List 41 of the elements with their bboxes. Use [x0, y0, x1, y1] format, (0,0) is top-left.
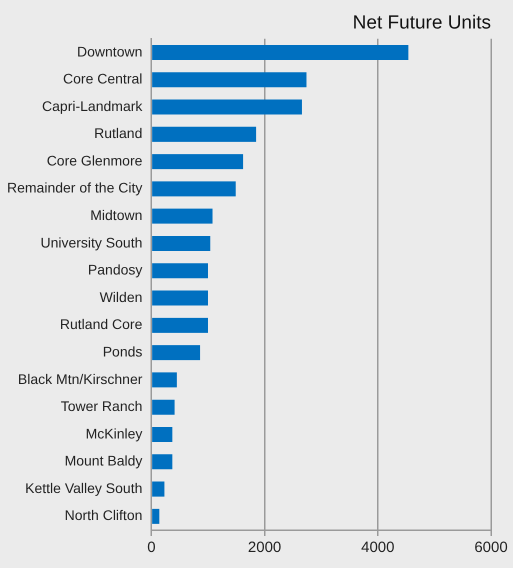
- x-tick-label: 2000: [248, 539, 282, 556]
- y-tick-label: North Clifton: [64, 507, 142, 524]
- x-tick-label: 6000: [474, 539, 508, 556]
- x-tick-label: 4000: [361, 539, 394, 556]
- y-tick-label: Black Mtn/Kirschner: [18, 370, 143, 387]
- y-tick-label: Pandosy: [88, 262, 142, 278]
- bar: [152, 290, 208, 306]
- bar: [152, 318, 208, 333]
- y-tick-label: Core Glenmore: [46, 152, 143, 168]
- bar: [152, 181, 236, 196]
- y-tick-label: Rutland Core: [60, 316, 143, 332]
- bar: [152, 454, 172, 470]
- x-tick-label: 0: [147, 539, 156, 556]
- y-tick-label: Downtown: [77, 43, 142, 60]
- y-tick-label: Kettle Valley South: [25, 480, 142, 496]
- bar: [152, 72, 306, 88]
- bar: [152, 372, 177, 388]
- chart-title: Net Future Units: [352, 12, 491, 34]
- bar: [152, 126, 256, 142]
- y-tick-label: Capri-Landmark: [42, 98, 144, 114]
- y-tick-label: Ponds: [102, 343, 142, 360]
- bar: [152, 236, 210, 251]
- y-tick-label: Remainder of the City: [6, 180, 142, 196]
- y-tick-label: McKinley: [86, 425, 142, 442]
- bar: [152, 44, 408, 60]
- y-tick-label: Core Central: [63, 70, 142, 87]
- y-tick-label: University South: [40, 234, 142, 250]
- y-tick-label: Rutland: [94, 125, 142, 142]
- y-tick-label: Midtown: [90, 207, 142, 224]
- y-tick-label: Tower Ranch: [60, 398, 142, 414]
- y-tick-label: Mount Baldy: [64, 452, 142, 469]
- bar: [152, 208, 213, 224]
- bar: [152, 482, 164, 497]
- bar: [152, 154, 244, 170]
- bar: [152, 263, 208, 278]
- bar: [152, 426, 172, 442]
- bar: [152, 508, 160, 524]
- bar: [152, 400, 175, 415]
- bar: [152, 345, 200, 360]
- bar: [152, 100, 302, 115]
- y-tick-label: Wilden: [100, 288, 142, 305]
